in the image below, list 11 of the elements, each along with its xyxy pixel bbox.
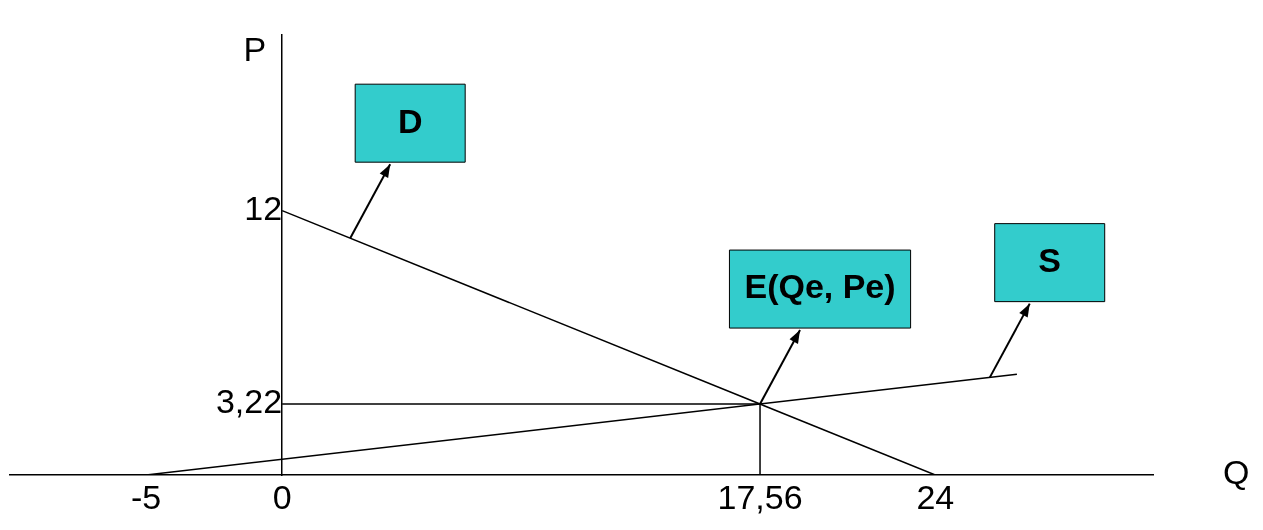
x-tick-label: 24 [916, 478, 955, 517]
annotation: E(Qe, Pe) [744, 267, 896, 306]
y-tick-label: 12 [244, 189, 283, 228]
y-tick-label: 3,22 [215, 382, 283, 421]
annotation: S [1038, 241, 1062, 279]
x-axis-title: Q [1223, 453, 1250, 492]
annotation: D [397, 101, 423, 140]
y-axis-title: P [243, 29, 267, 68]
x-tick-label: -5 [130, 478, 162, 517]
x-tick-label: 17,56 [717, 478, 803, 517]
x-tick-label: 0 [272, 478, 292, 517]
